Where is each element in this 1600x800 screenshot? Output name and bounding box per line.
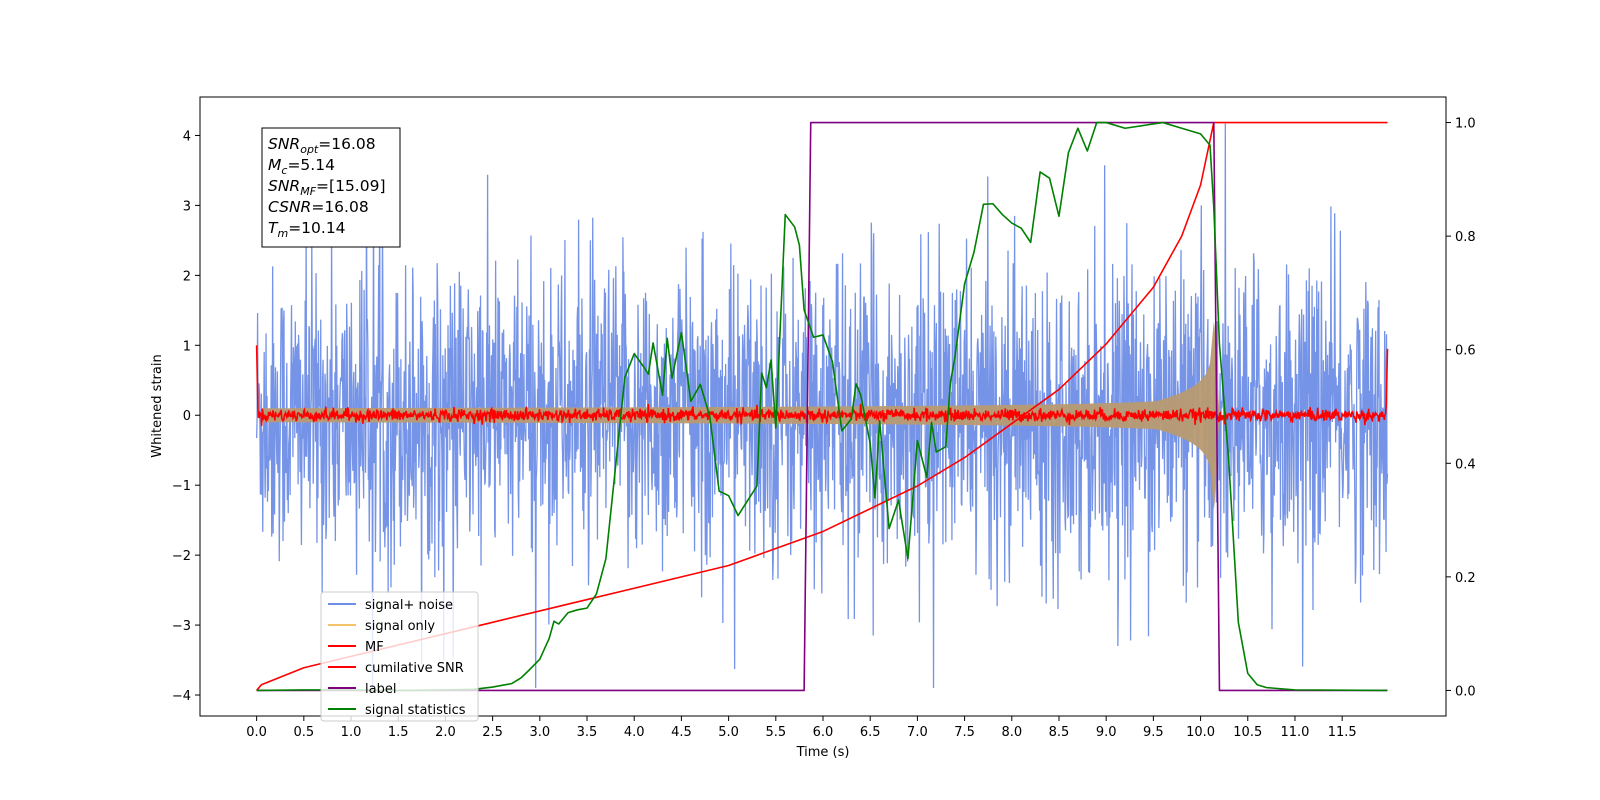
- legend-label: signal only: [365, 619, 435, 634]
- y-axis-right: 1.0 0.8 0.6 0.4 0.2 0.0: [1446, 117, 1476, 699]
- y-tick-label: −1: [172, 479, 191, 494]
- x-tick-label: 6.5: [860, 725, 881, 740]
- annotation-symbol: CSNR: [268, 198, 311, 216]
- y2-tick-label: 0.2: [1455, 571, 1476, 586]
- legend-frame: [320, 591, 479, 722]
- y2-tick-label: 0.4: [1455, 457, 1476, 472]
- annotation-subscript: opt: [300, 143, 319, 156]
- x-tick-label: 9.0: [1096, 725, 1117, 740]
- y2-tick-label: 0.0: [1455, 684, 1476, 699]
- series-mf: [255, 345, 1389, 426]
- x-axis-label: Time (s): [796, 745, 850, 760]
- x-tick-label: 5.0: [718, 725, 739, 740]
- x-axis: 0.0 0.5 1.0 1.5 2.0 2.5 3.0 3.5 4.0 4.5 5.0 5.5 6.0 6…: [246, 716, 1357, 740]
- annotation-line: CSNR=16.08: [268, 198, 369, 216]
- annotation-symbol: M: [268, 156, 281, 174]
- y-tick-label: −2: [172, 549, 191, 564]
- annotation-value: =5.14: [287, 156, 335, 174]
- annotation-value: =[15.09]: [316, 177, 385, 195]
- y2-tick-label: 0.8: [1455, 230, 1476, 245]
- line-label: [256, 121, 1388, 692]
- x-tick-label: 2.5: [482, 725, 503, 740]
- x-tick-label: 3.0: [529, 725, 550, 740]
- x-tick-label: 7.5: [954, 725, 975, 740]
- x-tick-label: 8.5: [1049, 725, 1070, 740]
- legend-label: cumilative SNR: [365, 661, 464, 676]
- legend-label: signal+ noise: [365, 598, 453, 613]
- x-tick-label: 10.5: [1233, 725, 1262, 740]
- x-tick-label: 3.5: [577, 725, 598, 740]
- annotation-value: =16.08: [311, 198, 368, 216]
- x-tick-label: 1.5: [388, 725, 409, 740]
- x-tick-label: 11.0: [1280, 725, 1309, 740]
- x-tick-label: 11.5: [1328, 725, 1357, 740]
- x-tick-label: 0.0: [246, 725, 267, 740]
- legend-label: signal statistics: [365, 703, 466, 718]
- series-signal-noise: [255, 123, 1389, 689]
- mf-line: [255, 345, 1389, 426]
- x-tick-label: 6.0: [813, 725, 834, 740]
- x-tick-label: 4.5: [671, 725, 692, 740]
- legend-label: MF: [365, 640, 384, 655]
- x-tick-label: 10.0: [1186, 725, 1215, 740]
- legend: signal+ noise signal only MF cumilative SNR…: [320, 591, 479, 722]
- annotation-subscript: c: [281, 164, 287, 177]
- annotation-symbol: SNR: [268, 177, 300, 195]
- y2-tick-label: 0.6: [1455, 344, 1476, 359]
- annotation-line: Tm=10.14: [268, 219, 346, 240]
- annotation-value: =10.14: [288, 219, 345, 237]
- legend-label: label: [365, 682, 396, 697]
- annotation-symbol: SNR: [268, 135, 300, 153]
- y-tick-label: −3: [172, 619, 191, 634]
- y-tick-label: 1: [183, 339, 191, 354]
- annotation-frame: [261, 127, 401, 248]
- annotation-box: SNRopt=16.08Mc=5.14SNRMF=[15.09]CSNR=16.…: [261, 127, 401, 248]
- y-tick-label: 0: [183, 409, 191, 424]
- y-axis-label: Whitened strain: [150, 354, 165, 457]
- x-tick-label: 1.0: [341, 725, 362, 740]
- x-tick-label: 2.0: [435, 725, 456, 740]
- x-tick-label: 8.0: [1001, 725, 1022, 740]
- annotation-value: =16.08: [318, 135, 375, 153]
- y-tick-label: 2: [183, 269, 191, 284]
- x-tick-label: 9.5: [1143, 725, 1164, 740]
- annotation-line: SNRopt=16.08: [268, 135, 376, 156]
- y-tick-label: 4: [183, 129, 191, 144]
- annotation-line: SNRMF=[15.09]: [268, 177, 386, 198]
- annotation-subscript: m: [277, 227, 288, 240]
- x-tick-label: 4.0: [624, 725, 645, 740]
- x-tick-label: 0.5: [293, 725, 314, 740]
- y-tick-label: −4: [172, 689, 191, 704]
- line-signal-statistics: [256, 121, 1388, 692]
- y2-tick-label: 1.0: [1455, 117, 1476, 132]
- y-tick-label: 3: [183, 199, 191, 214]
- annotation-subscript: MF: [300, 185, 316, 198]
- x-tick-label: 7.0: [907, 725, 928, 740]
- annotation-symbol: T: [268, 219, 279, 237]
- signal-noise-line: [255, 123, 1389, 689]
- x-tick-label: 5.5: [765, 725, 786, 740]
- annotation-line: Mc=5.14: [268, 156, 335, 177]
- y-axis-left: 4 3 2 1 0 −1 −2 −3 −4: [172, 129, 200, 704]
